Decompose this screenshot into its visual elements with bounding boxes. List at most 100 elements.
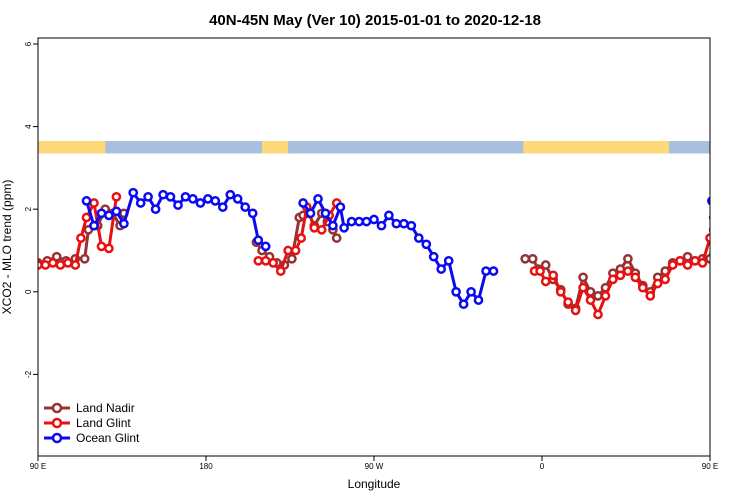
data-point-land-glint <box>555 286 566 297</box>
plot-frame <box>37 37 711 457</box>
data-point-land-nadir <box>705 253 710 264</box>
data-point-ocean-glint <box>96 208 107 219</box>
data-point-ocean-glint <box>158 189 168 200</box>
data-point-ocean-glint <box>716 222 723 229</box>
data-point-land-glint <box>535 266 545 276</box>
data-point-ocean-glint <box>165 191 176 202</box>
data-point-ocean-glint <box>746 220 750 227</box>
data-point-land-glint <box>615 270 626 281</box>
data-point-ocean-glint <box>240 202 251 212</box>
data-point-land-nadir <box>727 206 734 213</box>
y-tick-label: -2 <box>24 370 33 378</box>
data-point-land-glint <box>89 198 99 208</box>
data-point-land-nadir <box>79 253 90 264</box>
data-point-land-nadir <box>742 222 749 229</box>
data-point-land-nadir <box>287 253 297 264</box>
data-point-land-glint <box>708 214 710 221</box>
data-point-ocean-glint <box>731 212 738 219</box>
data-point-land-glint <box>652 278 663 289</box>
data-point-land-glint <box>585 295 596 305</box>
land-segment <box>736 141 750 153</box>
data-point-ocean-glint <box>376 220 387 231</box>
data-point-land-glint <box>81 212 92 223</box>
data-point-ocean-glint <box>391 218 402 229</box>
data-point-land-glint <box>290 245 301 256</box>
data-point-land-glint <box>70 260 81 270</box>
data-point-ocean-glint <box>413 233 424 243</box>
series-land-glint <box>38 191 730 320</box>
data-point-land-glint <box>540 276 551 287</box>
data-point-ocean-glint <box>128 187 139 198</box>
data-point-ocean-glint <box>428 251 439 262</box>
data-point-land-glint <box>316 224 327 235</box>
data-point-ocean-glint <box>443 255 454 266</box>
data-point-land-glint <box>268 258 279 268</box>
data-point-land-nadir <box>331 233 342 243</box>
data-point-land-nadir <box>746 210 750 217</box>
data-point-land-glint <box>667 260 678 270</box>
x-tick-label: 180 <box>199 462 213 471</box>
data-point-land-glint <box>296 233 307 243</box>
data-point-land-glint <box>76 233 86 243</box>
data-point-land-glint <box>630 272 641 283</box>
data-point-land-nadir <box>716 222 723 229</box>
legend-entry-ocean-glint: Ocean Glint <box>44 431 140 445</box>
data-point-ocean-glint <box>89 220 99 231</box>
data-point-land-glint <box>697 258 708 268</box>
data-point-ocean-glint <box>320 208 331 219</box>
y-tick-label: 2 <box>24 206 33 211</box>
data-point-land-glint <box>600 291 611 301</box>
data-point-land-nadir <box>540 260 551 270</box>
data-point-land-nadir <box>623 253 633 264</box>
data-point-ocean-glint <box>354 216 364 227</box>
data-point-land-nadir <box>734 210 741 217</box>
x-tick-label: 90 E <box>30 462 46 471</box>
legend-entry-land-nadir: Land Nadir <box>44 401 135 415</box>
data-point-land-glint <box>111 191 122 202</box>
data-point-land-glint <box>637 282 648 293</box>
data-point-ocean-glint <box>180 191 191 202</box>
data-point-ocean-glint <box>406 220 417 231</box>
data-point-ocean-glint <box>707 196 710 206</box>
data-point-land-nadir <box>720 222 727 229</box>
x-tick-label: 90 E <box>702 462 718 471</box>
data-point-ocean-glint <box>188 194 198 204</box>
data-point-ocean-glint <box>143 191 153 202</box>
data-point-land-glint <box>253 255 264 266</box>
y-tick-label: 0 <box>24 289 33 294</box>
data-point-land-glint <box>660 274 671 285</box>
data-point-land-glint <box>578 282 588 293</box>
data-point-land-glint <box>675 255 685 266</box>
data-point-ocean-glint <box>298 198 308 208</box>
data-point-ocean-glint <box>217 202 228 212</box>
series-layer <box>38 187 750 320</box>
data-point-ocean-glint <box>260 241 271 252</box>
data-point-ocean-glint <box>481 266 491 276</box>
data-point-ocean-glint <box>313 194 323 204</box>
x-tick-label: 0 <box>540 462 545 471</box>
data-point-land-nadir <box>708 226 710 233</box>
data-point-ocean-glint <box>488 266 499 276</box>
y-axis-title: XCO2 - MLO trend (ppm) <box>0 180 14 315</box>
data-point-land-glint <box>645 291 656 301</box>
data-point-ocean-glint <box>253 235 264 246</box>
data-point-ocean-glint <box>150 204 161 215</box>
legend-label: Land Nadir <box>76 401 135 415</box>
data-point-ocean-glint <box>361 216 372 227</box>
land-segment <box>38 141 106 154</box>
data-point-land-glint <box>309 222 320 233</box>
data-point-land-nadir <box>520 253 531 264</box>
data-point-ocean-glint <box>173 200 183 210</box>
x-axis: 90 E 180 90 W 0 90 E <box>30 456 718 471</box>
data-point-land-glint <box>275 266 286 276</box>
series-line-ocean-glint <box>712 193 750 226</box>
data-point-land-nadir <box>527 253 538 264</box>
data-point-land-glint <box>104 243 114 254</box>
data-point-ocean-glint <box>738 208 745 215</box>
data-point-land-glint <box>723 243 730 250</box>
data-point-land-glint <box>682 260 693 270</box>
data-point-ocean-glint <box>335 202 346 212</box>
data-point-land-nadir <box>578 272 588 283</box>
